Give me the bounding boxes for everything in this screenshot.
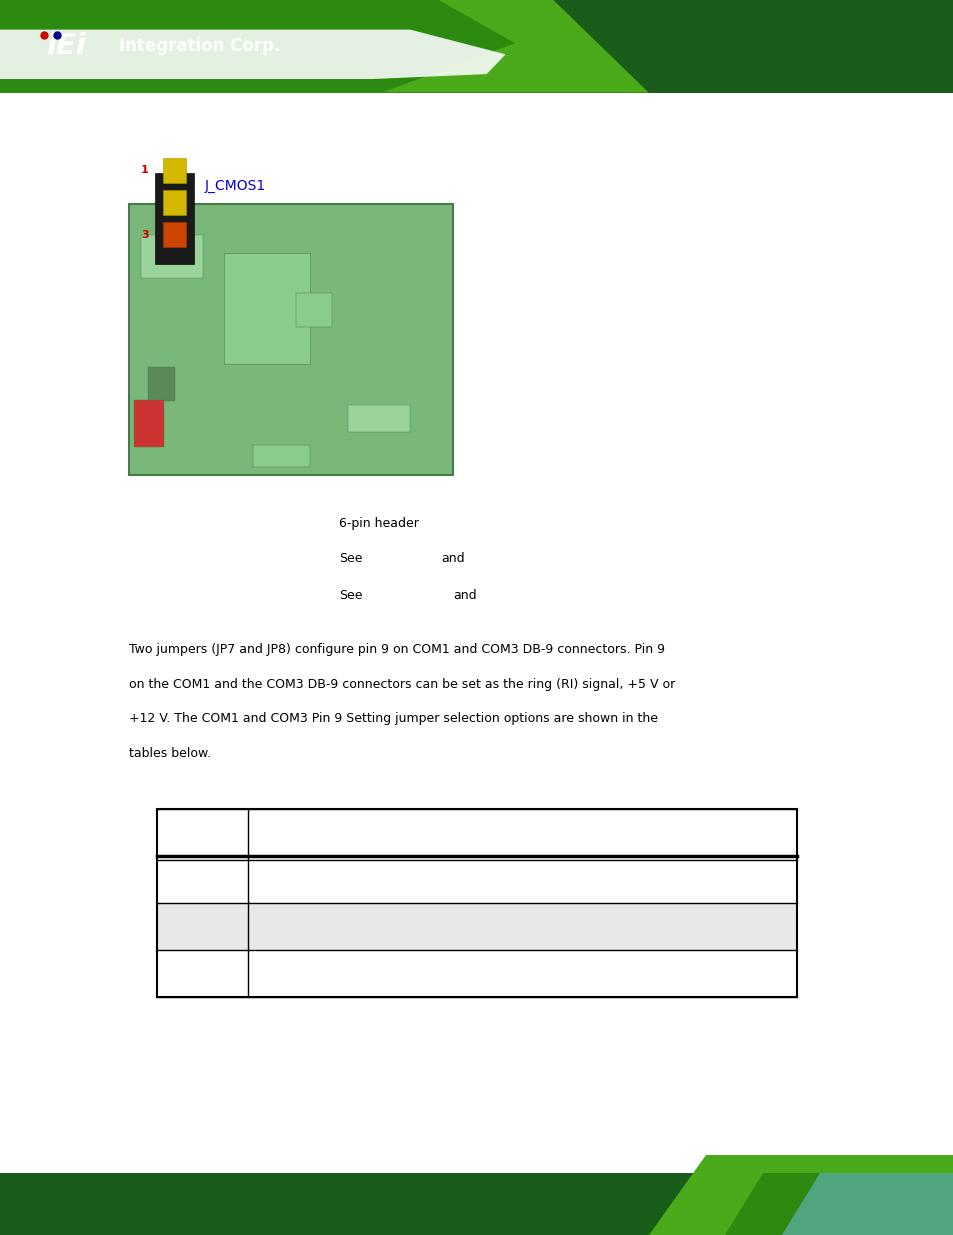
Text: See: See [338,589,362,601]
Bar [129,204,453,475]
Bar [157,809,796,856]
Bar [157,809,796,997]
Text: J_CMOS1: J_CMOS1 [205,179,266,194]
Bar [0,1173,953,1235]
Text: +12 V. The COM1 and COM3 Pin 9 Setting jumper selection options are shown in the: +12 V. The COM1 and COM3 Pin 9 Setting j… [129,713,658,725]
Bar [133,400,164,447]
Text: and: and [453,589,476,601]
Bar [0,0,953,93]
Text: tables below.: tables below. [129,747,211,760]
Text: iEi: iEi [46,32,86,61]
Bar [157,950,796,997]
Bar [141,235,203,278]
Text: See: See [338,552,362,564]
Polygon shape [0,0,648,93]
Bar [163,190,186,215]
Polygon shape [724,1173,953,1235]
Bar [163,222,186,247]
Text: Two jumpers (JP7 and JP8) configure pin 9 on COM1 and COM3 DB-9 connectors. Pin : Two jumpers (JP7 and JP8) configure pin … [129,643,664,656]
Bar [157,903,796,950]
Polygon shape [781,1173,953,1235]
Bar [157,856,796,903]
Bar [148,367,174,401]
Bar [295,293,332,327]
Text: 6-pin header: 6-pin header [338,517,418,530]
Text: 3: 3 [141,230,149,240]
Bar [163,158,186,183]
Bar [224,253,310,364]
Bar [154,173,194,264]
Text: Integration Corp.: Integration Corp. [119,37,280,56]
Bar [348,405,410,432]
Text: and: and [441,552,465,564]
Bar [253,445,310,467]
Polygon shape [0,30,505,79]
Text: 1: 1 [141,165,149,175]
Polygon shape [648,1155,953,1235]
Text: on the COM1 and the COM3 DB-9 connectors can be set as the ring (RI) signal, +5 : on the COM1 and the COM3 DB-9 connectors… [129,678,675,690]
Polygon shape [0,0,515,93]
